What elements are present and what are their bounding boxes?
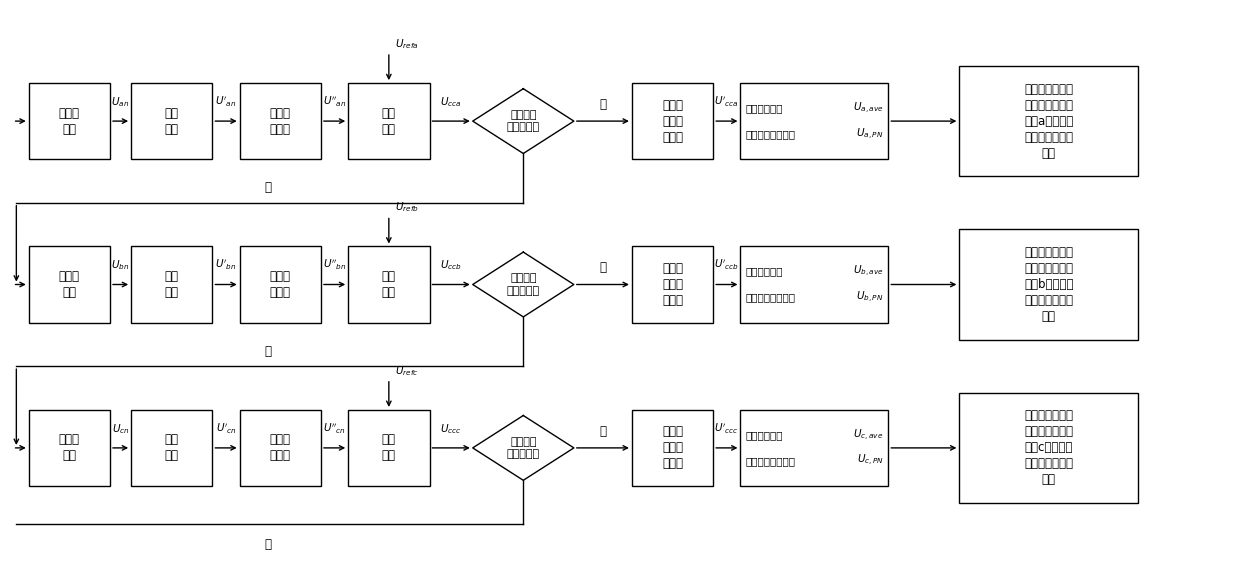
FancyBboxPatch shape	[28, 410, 110, 486]
FancyBboxPatch shape	[741, 410, 888, 486]
Text: 放大或
者缩小: 放大或 者缩小	[270, 270, 291, 299]
FancyBboxPatch shape	[131, 246, 212, 323]
Text: $U''_{cn}$: $U''_{cn}$	[323, 421, 346, 435]
FancyBboxPatch shape	[239, 246, 321, 323]
FancyBboxPatch shape	[131, 83, 212, 159]
Text: 计算正负峰値差：: 计算正负峰値差：	[746, 292, 795, 303]
Text: $U''_{an}$: $U''_{an}$	[323, 94, 346, 109]
FancyBboxPatch shape	[239, 83, 321, 159]
Text: 低通
滤波: 低通 滤波	[165, 434, 178, 463]
Text: 获取相
电压: 获取相 电压	[59, 270, 79, 299]
Text: 残差是否
超过设定値: 残差是否 超过设定値	[507, 110, 540, 133]
Text: 残差是否
超过设定値: 残差是否 超过设定値	[507, 273, 540, 296]
Text: 否: 否	[264, 182, 271, 195]
FancyBboxPatch shape	[348, 246, 430, 323]
Text: $U'_{ccc}$: $U'_{ccc}$	[715, 421, 740, 435]
Text: 计算平均値：: 计算平均値：	[746, 103, 783, 113]
Text: $U'_{cca}$: $U'_{cca}$	[715, 94, 740, 109]
Text: 获取一
个周期
残差値: 获取一 个周期 残差値	[662, 426, 683, 471]
FancyBboxPatch shape	[741, 246, 888, 323]
Text: 低通
滤波: 低通 滤波	[165, 270, 178, 299]
Text: 计算
残差: 计算 残差	[382, 270, 395, 299]
FancyBboxPatch shape	[348, 410, 430, 486]
Text: $U'_{bn}$: $U'_{bn}$	[216, 258, 237, 272]
FancyBboxPatch shape	[959, 66, 1139, 176]
Text: 否: 否	[264, 538, 271, 551]
Text: $U_{a,ave}$: $U_{a,ave}$	[852, 101, 883, 116]
Text: 计算平均値：: 计算平均値：	[746, 430, 783, 440]
Text: $U_{c,ave}$: $U_{c,ave}$	[854, 427, 883, 443]
FancyBboxPatch shape	[632, 246, 714, 323]
Text: 计算平均値：: 计算平均値：	[746, 266, 783, 277]
FancyBboxPatch shape	[959, 229, 1139, 340]
Text: $U_{ccc}$: $U_{ccc}$	[440, 422, 462, 435]
Text: 根据平均値和正
负峰値差的値，
确定c相四个器
件中哪一个发生
故障: 根据平均値和正 负峰値差的値， 确定c相四个器 件中哪一个发生 故障	[1025, 410, 1073, 486]
Text: 获取一
个周期
残差値: 获取一 个周期 残差値	[662, 98, 683, 143]
Text: $U_{an}$: $U_{an}$	[112, 95, 130, 109]
Polygon shape	[473, 252, 574, 317]
Text: $U_{cca}$: $U_{cca}$	[440, 95, 462, 109]
Text: $U_{refa}$: $U_{refa}$	[395, 37, 419, 51]
Text: $U_{bn}$: $U_{bn}$	[112, 258, 130, 272]
Text: 放大或
者缩小: 放大或 者缩小	[270, 106, 291, 135]
Text: $U'_{cn}$: $U'_{cn}$	[216, 421, 237, 435]
Text: 根据平均値和正
负峰値差的値，
确定a相四个器
件中哪一个发生
故障: 根据平均値和正 负峰値差的値， 确定a相四个器 件中哪一个发生 故障	[1025, 83, 1073, 159]
Text: 根据平均値和正
负峰値差的値，
确定b相四个器
件中哪一个发生
故障: 根据平均値和正 负峰値差的値， 确定b相四个器 件中哪一个发生 故障	[1023, 246, 1073, 323]
Text: $U_{a,PN}$: $U_{a,PN}$	[856, 126, 883, 142]
Text: 计算
残差: 计算 残差	[382, 434, 395, 463]
FancyBboxPatch shape	[632, 83, 714, 159]
FancyBboxPatch shape	[632, 410, 714, 486]
Text: $U_{refb}$: $U_{refb}$	[395, 200, 419, 215]
Text: 获取相
电压: 获取相 电压	[59, 106, 79, 135]
Text: $U''_{bn}$: $U''_{bn}$	[323, 258, 347, 272]
FancyBboxPatch shape	[28, 246, 110, 323]
Text: $U'_{ccb}$: $U'_{ccb}$	[715, 258, 740, 272]
Text: 获取相
电压: 获取相 电压	[59, 434, 79, 463]
Text: 否: 否	[264, 345, 271, 358]
Text: $U_{cn}$: $U_{cn}$	[112, 422, 129, 435]
FancyBboxPatch shape	[959, 393, 1139, 503]
Text: $U_{ccb}$: $U_{ccb}$	[440, 258, 462, 272]
Text: $U_{refc}$: $U_{refc}$	[395, 364, 419, 378]
FancyBboxPatch shape	[239, 410, 321, 486]
Text: 计算
残差: 计算 残差	[382, 106, 395, 135]
FancyBboxPatch shape	[131, 410, 212, 486]
Text: 获取一
个周期
残差値: 获取一 个周期 残差値	[662, 262, 683, 307]
Text: 计算正负峰値差：: 计算正负峰値差：	[746, 456, 795, 466]
Text: 是: 是	[600, 98, 606, 111]
Text: $U_{b,ave}$: $U_{b,ave}$	[852, 264, 883, 279]
Text: 计算正负峰値差：: 计算正负峰値差：	[746, 129, 795, 139]
Text: $U_{c,PN}$: $U_{c,PN}$	[856, 453, 883, 468]
Text: 放大或
者缩小: 放大或 者缩小	[270, 434, 291, 463]
Text: 是: 是	[600, 261, 606, 274]
FancyBboxPatch shape	[741, 83, 888, 159]
Text: 是: 是	[600, 424, 606, 438]
Text: 低通
滤波: 低通 滤波	[165, 106, 178, 135]
FancyBboxPatch shape	[348, 83, 430, 159]
Polygon shape	[473, 415, 574, 480]
Text: $U_{b,PN}$: $U_{b,PN}$	[856, 290, 883, 305]
Polygon shape	[473, 89, 574, 154]
Text: 残差是否
超过设定値: 残差是否 超过设定値	[507, 436, 540, 459]
Text: $U'_{an}$: $U'_{an}$	[216, 94, 237, 109]
FancyBboxPatch shape	[28, 83, 110, 159]
